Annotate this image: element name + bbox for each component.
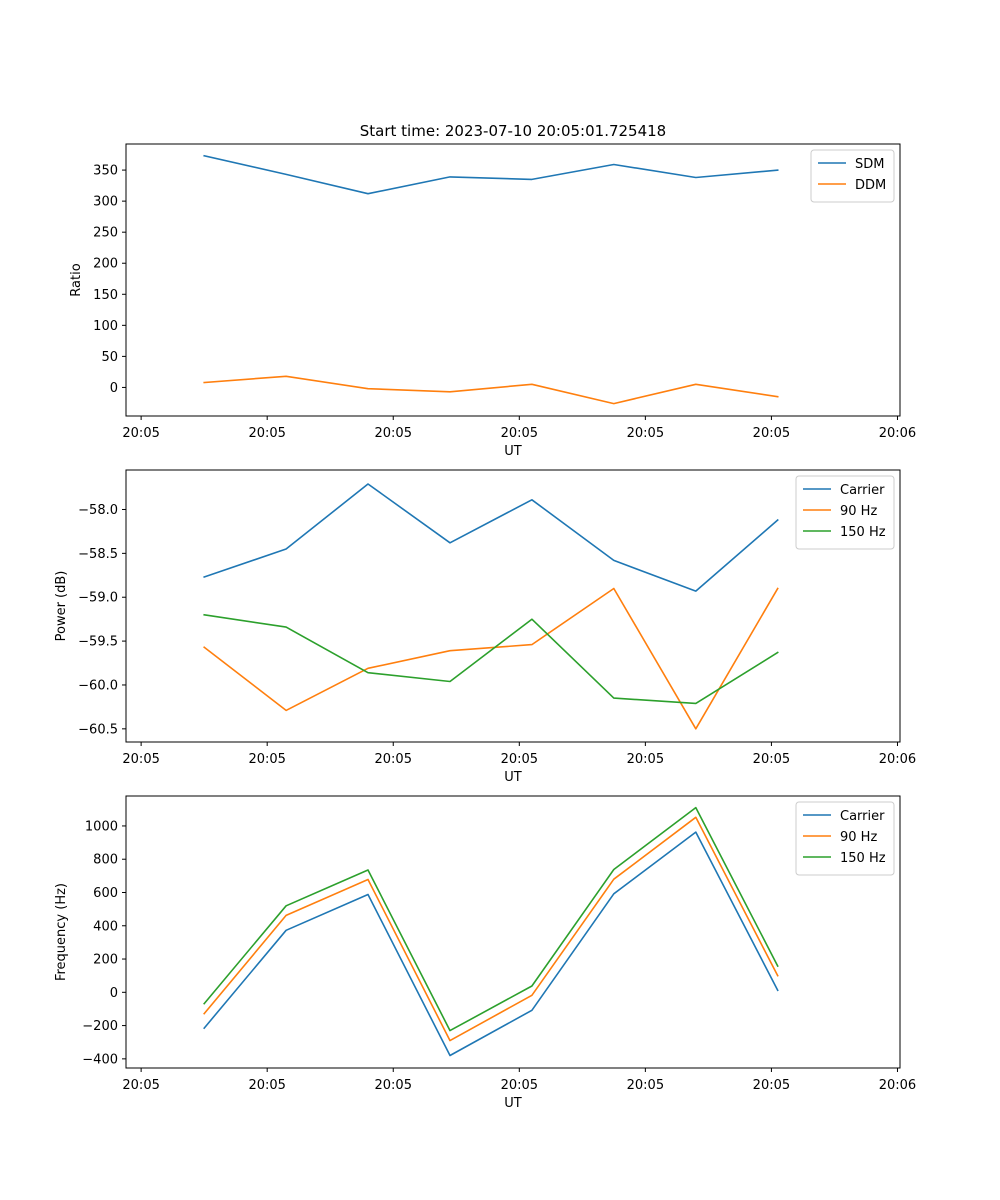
series-line-carrier: [203, 483, 779, 592]
legend-label: SDM: [855, 157, 884, 172]
legend-label: 150 Hz: [840, 851, 886, 866]
y-axis-label: Ratio: [69, 263, 84, 296]
y-tick-label: 200: [93, 257, 118, 272]
series-line-carrier: [203, 831, 779, 1057]
legend-label: DDM: [855, 178, 886, 193]
panels: 20:05 20:05 20:05 20:05 20:05 20:05 20:06 0 50 10…: [54, 143, 916, 1111]
y-tick-label: −60.0: [78, 678, 118, 693]
x-axis-label: UT: [504, 1096, 522, 1111]
x-axis-label: UT: [504, 770, 522, 785]
x-tick-label: 20:05: [753, 426, 790, 441]
x-tick-label: 20:05: [375, 1078, 412, 1093]
series-line-150-hz: [203, 613, 779, 705]
legend-label: Carrier: [840, 483, 885, 498]
y-tick-label: 0: [110, 381, 118, 396]
x-tick-label: 20:05: [627, 752, 664, 767]
y-tick-label: 0: [110, 986, 118, 1001]
chart-panel-3: 20:05 20:05 20:05 20:05 20:05 20:05 20:06 −400 −…: [54, 795, 916, 1111]
x-tick-label: 20:06: [879, 752, 916, 767]
x-axis-label: UT: [504, 444, 522, 459]
x-tick-label: 20:05: [248, 752, 285, 767]
y-tick-label: 100: [93, 319, 118, 334]
y-tick-label: 150: [93, 288, 118, 303]
x-tick-label: 20:05: [627, 1078, 664, 1093]
x-tick-label: 20:05: [375, 752, 412, 767]
y-tick-label: 600: [93, 886, 118, 901]
x-tick-label: 20:06: [879, 426, 916, 441]
axes-frame: [125, 795, 901, 1069]
y-tick-label: 800: [93, 853, 118, 868]
y-tick-label: −200: [82, 1019, 118, 1034]
x-tick-label: 20:05: [375, 426, 412, 441]
y-axis-label: Frequency (Hz): [54, 883, 69, 981]
x-tick-label: 20:05: [122, 752, 159, 767]
x-tick-label: 20:05: [501, 1078, 538, 1093]
series-line-90-hz: [203, 816, 779, 1042]
y-tick-label: 1000: [85, 819, 118, 834]
y-tick-label: −60.5: [78, 722, 118, 737]
y-tick-label: 50: [101, 350, 118, 365]
y-tick-label: 400: [93, 919, 118, 934]
legend: Carrier 90 Hz 150 Hz: [795, 475, 895, 550]
x-tick-label: 20:05: [501, 752, 538, 767]
y-tick-label: 350: [93, 164, 118, 179]
x-tick-label: 20:05: [122, 1078, 159, 1093]
y-tick-label: −59.0: [78, 591, 118, 606]
x-tick-label: 20:05: [753, 752, 790, 767]
y-tick-label: 250: [93, 226, 118, 241]
legend-label: Carrier: [840, 809, 885, 824]
series-line-90-hz: [203, 587, 779, 730]
x-tick-label: 20:05: [753, 1078, 790, 1093]
x-tick-label: 20:06: [879, 1078, 916, 1093]
x-tick-label: 20:05: [122, 426, 159, 441]
x-tick-label: 20:05: [248, 1078, 285, 1093]
legend: Carrier 90 Hz 150 Hz: [795, 801, 895, 876]
legend-label: 90 Hz: [840, 504, 877, 519]
axes-frame: [125, 469, 901, 743]
series-line-150-hz: [203, 806, 779, 1032]
chart-panel-1: 20:05 20:05 20:05 20:05 20:05 20:05 20:06 0 50 10…: [69, 143, 916, 459]
x-tick-label: 20:05: [627, 426, 664, 441]
x-tick-label: 20:05: [501, 426, 538, 441]
y-tick-label: 200: [93, 953, 118, 968]
legend-label: 150 Hz: [840, 525, 886, 540]
series-line-ddm: [203, 375, 779, 405]
series-line-sdm: [203, 154, 779, 195]
y-axis-label: Power (dB): [54, 571, 69, 642]
y-tick-label: −58.5: [78, 547, 118, 562]
y-tick-label: −59.5: [78, 635, 118, 650]
chart-panel-2: 20:05 20:05 20:05 20:05 20:05 20:05 20:06 −60.5…: [54, 469, 916, 785]
y-tick-label: −58.0: [78, 503, 118, 518]
figure-title: Start time: 2023-07-10 20:05:01.725418: [360, 122, 666, 140]
y-tick-label: −400: [82, 1052, 118, 1067]
axes-frame: [125, 143, 901, 417]
x-tick-label: 20:05: [248, 426, 285, 441]
legend-label: 90 Hz: [840, 830, 877, 845]
y-tick-label: 300: [93, 195, 118, 210]
legend: SDM DDM: [810, 149, 895, 203]
